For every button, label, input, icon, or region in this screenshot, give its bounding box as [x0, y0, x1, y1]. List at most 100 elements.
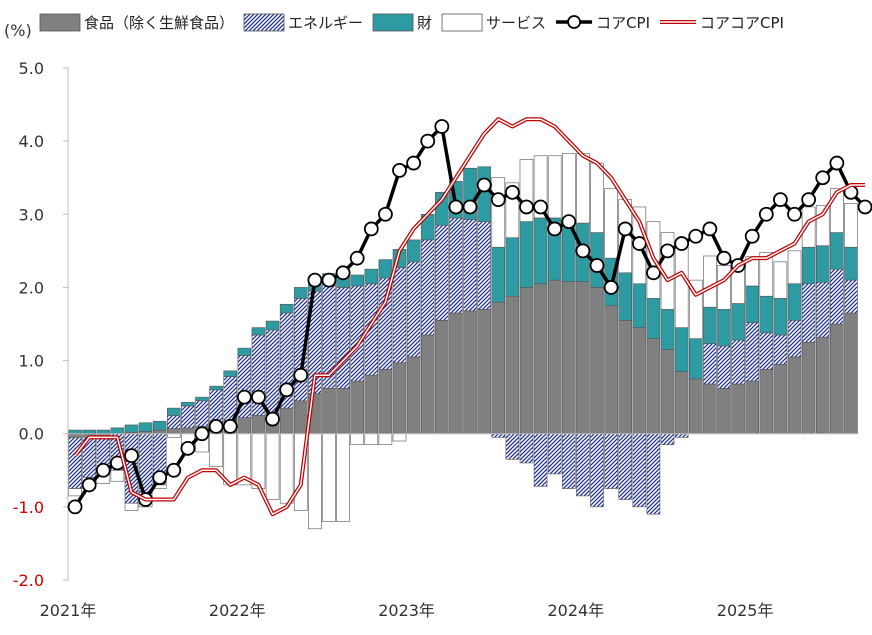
bar-segment-1: [463, 219, 477, 312]
core-cpi-point: [787, 206, 802, 222]
core-cpi-point: [462, 199, 478, 215]
bar-segment-2: [68, 429, 82, 435]
bar-segment-1: [491, 433, 506, 438]
bar-segment-3: [322, 433, 336, 522]
bar-segment-2: [152, 420, 167, 431]
core-cpi-point: [321, 272, 337, 288]
bar-segment-0: [364, 374, 379, 435]
core-cpi-point: [279, 382, 295, 398]
bar-segment-0: [674, 371, 689, 435]
bar-segment-2: [618, 272, 633, 321]
bar-segment-2: [801, 246, 816, 285]
bar-segment-1: [181, 405, 195, 429]
core-cpi-point: [561, 214, 577, 230]
core-cpi-point: [660, 243, 675, 259]
y-tick-label: -2.0: [13, 571, 44, 590]
bar-segment-3: [167, 433, 181, 438]
bar-segment-1: [350, 285, 364, 382]
bar-segment-3: [392, 433, 407, 442]
bar-segment-3: [378, 433, 393, 445]
bar-segment-1: [477, 221, 491, 310]
core-cpi-point: [702, 221, 718, 237]
bar-segment-1: [562, 433, 576, 489]
bar-segment-1: [576, 433, 590, 497]
bar-segment-0: [801, 341, 816, 435]
core-cpi-point: [448, 199, 464, 215]
bar-segment-3: [350, 433, 364, 445]
bar-segment-0: [463, 310, 477, 435]
bar-segment-1: [68, 437, 82, 489]
bar-segment-2: [660, 309, 675, 350]
bar-segment-1: [533, 433, 548, 487]
bar-segment-2: [223, 370, 238, 377]
bar-segment-3: [674, 243, 689, 328]
bar-segment-2: [815, 245, 830, 283]
bar-segment-3: [364, 433, 379, 445]
bar-segment-1: [195, 400, 209, 427]
bar-segment-1: [336, 287, 350, 389]
bar-segment-2: [830, 232, 844, 270]
core-cpi-point: [829, 155, 845, 171]
bar-segment-2: [703, 306, 717, 345]
core-cpi-point: [434, 119, 450, 134]
bar-segment-1: [167, 415, 181, 429]
bar-segment-1: [759, 332, 774, 370]
bar-segment-2: [717, 309, 731, 347]
bar-segment-3: [576, 153, 590, 224]
legend-item: コアCPI: [556, 14, 650, 32]
legend-item: 財: [372, 13, 432, 32]
core-cpi-point: [547, 221, 563, 237]
bar-segment-0: [491, 301, 506, 435]
bar-segment-2: [787, 283, 802, 321]
bar-segment-0: [533, 283, 548, 435]
core-cpi-point: [307, 272, 323, 288]
bar-segment-1: [392, 267, 407, 364]
bar-segment-3: [265, 433, 280, 500]
bar-segment-0: [237, 417, 252, 435]
bar-segment-0: [576, 281, 590, 435]
bar-segment-3: [336, 433, 350, 522]
bar-segment-3: [773, 261, 788, 299]
bar-segment-0: [660, 349, 675, 435]
bar-segment-0: [703, 383, 717, 435]
bar-segment-2: [844, 246, 858, 281]
legend-swatch: [372, 13, 414, 32]
core-cpi-point: [378, 206, 393, 222]
core-cpi-point: [815, 170, 831, 186]
bar-segment-2: [237, 347, 252, 356]
bar-segment-2: [96, 429, 111, 435]
bar-segment-3: [844, 203, 858, 248]
bar-segment-0: [449, 312, 463, 435]
bar-segment-2: [745, 285, 759, 323]
x-axis-ticks: 2021年 2022年 2023年 2024年 2025年: [40, 601, 774, 620]
core-cpi-point: [392, 162, 407, 178]
bar-segment-2: [167, 407, 181, 416]
bar-segment-1: [660, 433, 675, 445]
legend-label: 食品（除く生鮮食品）: [84, 14, 234, 32]
bar-segment-2: [110, 427, 125, 435]
bar-segment-1: [420, 239, 435, 336]
core-cpi-point: [222, 418, 238, 434]
bar-segment-0: [815, 336, 830, 435]
bar-segment-1: [590, 433, 604, 508]
bar-segment-0: [406, 356, 421, 435]
y-axis-label: (%): [4, 21, 32, 40]
bar-segment-2: [773, 298, 788, 336]
bar-segment-3: [223, 433, 238, 486]
bar-segment-1: [547, 433, 562, 475]
core-cpi-point: [152, 470, 168, 486]
bar-segment-2: [378, 259, 393, 279]
core-cpi-point: [363, 221, 379, 237]
bar-segment-2: [505, 237, 520, 297]
bar-segment-3: [562, 153, 576, 220]
bar-segment-0: [590, 287, 604, 435]
legend-label: エネルギー: [288, 14, 363, 32]
bar-segment-0: [688, 378, 703, 435]
bar-segment-0: [251, 415, 266, 435]
bar-segment-0: [731, 383, 745, 435]
core-cpi-point: [236, 389, 252, 405]
bar-segment-0: [717, 388, 731, 435]
bar-segment-3: [110, 469, 125, 482]
core-cpi-point: [124, 448, 139, 464]
